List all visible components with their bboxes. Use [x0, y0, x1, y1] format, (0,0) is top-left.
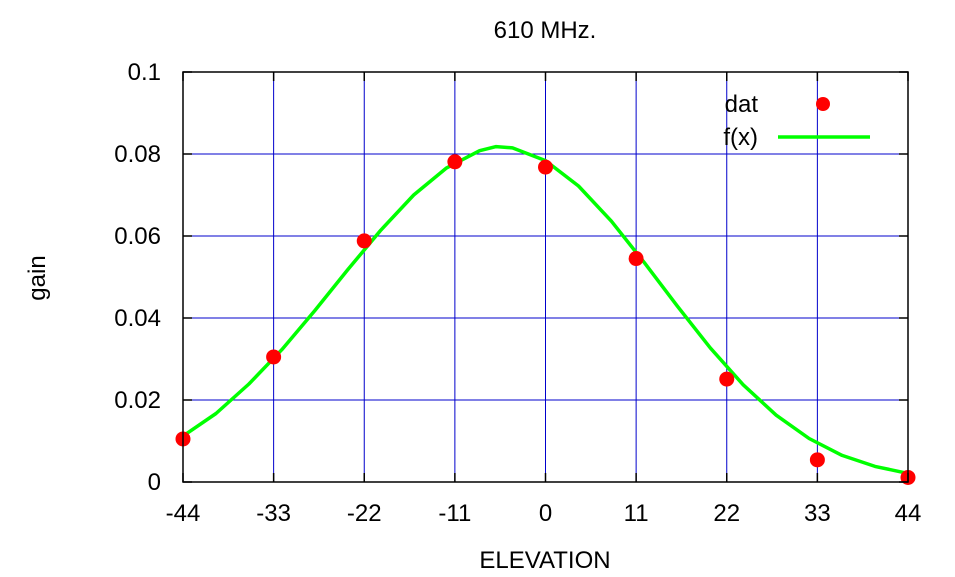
x-axis-label: ELEVATION [479, 547, 610, 574]
data-point [266, 349, 282, 365]
x-tick-label: -11 [438, 500, 471, 527]
data-point [356, 233, 372, 249]
x-tick-label: -44 [166, 500, 201, 527]
legend-label-fx: f(x) [723, 124, 758, 151]
fit-curve [182, 144, 909, 476]
x-tick-label: 33 [804, 500, 831, 527]
data-point [538, 159, 553, 175]
x-tick-label: 44 [895, 500, 922, 527]
x-tick-label: -33 [256, 500, 291, 527]
grid [183, 72, 908, 482]
data-point [809, 452, 825, 468]
y-axis-label: gain [24, 255, 51, 300]
legend-label-dat: dat [725, 91, 759, 118]
legend: dat f(x) [723, 91, 870, 151]
fit-curve-layer [182, 144, 909, 476]
x-tick-label: 0 [539, 500, 552, 527]
y-tick-label: 0.08 [114, 141, 161, 168]
x-tick-label: 11 [624, 500, 649, 527]
x-axis-ticks: -44 -33 -22 -11 0 11 22 33 44 [166, 72, 922, 527]
y-tick-label: 0.02 [114, 387, 161, 414]
legend-marker-dat [816, 97, 830, 111]
chart-title: 610 MHz. [494, 17, 597, 44]
data-point [628, 251, 644, 267]
y-tick-label: 0.04 [114, 305, 161, 332]
y-tick-label: 0.1 [128, 59, 161, 86]
y-tick-label: 0 [148, 469, 161, 496]
data-points-layer [175, 154, 916, 485]
y-tick-label: 0.06 [114, 223, 161, 250]
data-point [447, 154, 463, 170]
x-tick-label: -22 [347, 500, 382, 527]
data-point [719, 371, 735, 387]
y-axis-ticks: 0 0.02 0.04 0.06 0.08 0.1 [114, 59, 908, 496]
x-tick-label: 22 [713, 500, 740, 527]
